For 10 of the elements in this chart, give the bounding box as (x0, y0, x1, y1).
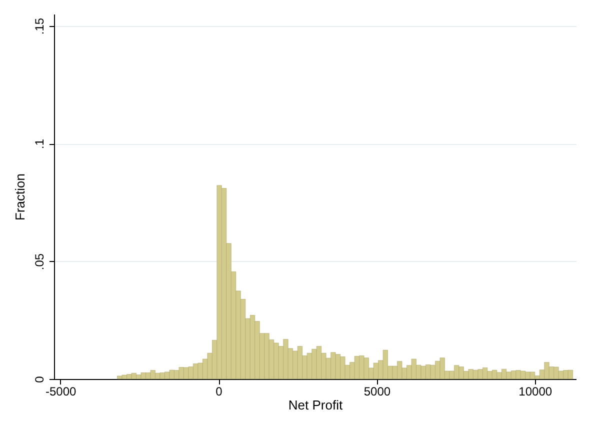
x-axis-title: Net Profit (288, 398, 343, 412)
y-tick-label: 0 (32, 376, 46, 383)
y-tick-label: .15 (32, 18, 46, 35)
x-tick-label: 0 (216, 384, 223, 398)
y-tick-label: .1 (32, 138, 46, 150)
y-tick-label: .05 (32, 253, 46, 270)
y-axis-title: Fraction (12, 174, 28, 220)
x-tick-label: -5000 (45, 384, 76, 398)
x-tick-label: 10000 (518, 384, 552, 398)
x-tick-label: 5000 (364, 384, 391, 398)
